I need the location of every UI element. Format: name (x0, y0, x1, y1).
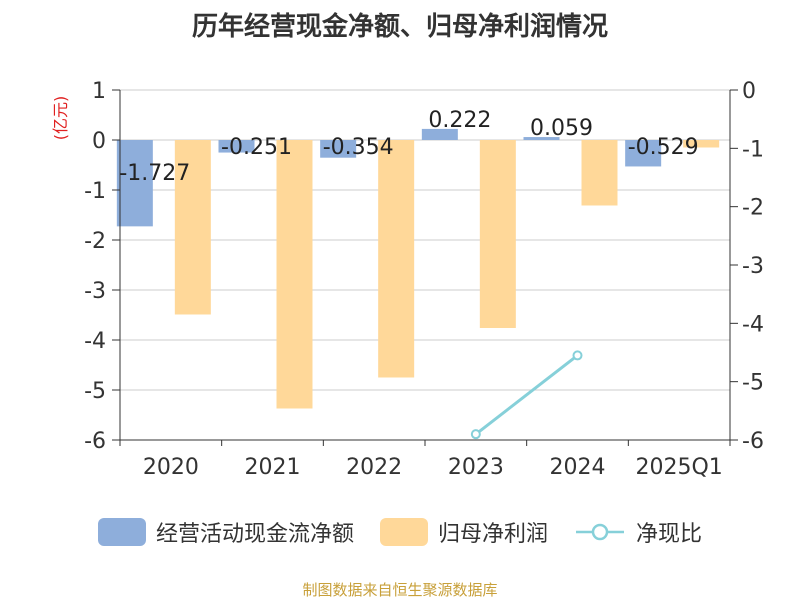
x-tick-label: 2021 (245, 455, 301, 480)
y-tick-label: 1 (92, 79, 106, 104)
y2-tick-label: -3 (742, 254, 764, 279)
bar-cashflow (218, 140, 255, 153)
bars (116, 128, 720, 409)
x-tick-label: 2025Q1 (636, 455, 723, 480)
data-label-cashflow: -0.251 (221, 135, 292, 160)
x-tick-label: 2024 (550, 455, 606, 480)
data-label-cashflow: -0.529 (628, 135, 699, 160)
bar-net-profit (683, 140, 720, 148)
y2-tick-label: -6 (742, 429, 764, 454)
y-tick-label: -3 (84, 279, 106, 304)
bar-net-profit (378, 140, 415, 378)
legend-label-net-profit: 归母净利润 (437, 522, 548, 547)
data-label-cashflow: 0.059 (530, 116, 593, 141)
y-tick-label: -1 (84, 179, 106, 204)
data-labels: -1.727 -0.251 -0.354 0.222 0.059 -0.529 (119, 108, 698, 186)
y2-tick-label: -4 (742, 312, 764, 337)
chart-title: 历年经营现金净额、归母净利润情况 (191, 12, 608, 42)
y2-tick-label: -2 (742, 196, 764, 221)
bar-net-profit (479, 140, 516, 328)
ratio-line (470, 350, 583, 440)
legend-swatch-net-profit (379, 518, 428, 546)
source-note: 制图数据来自恒生聚源数据库 (302, 581, 498, 599)
legend-swatch-cashflow (97, 518, 146, 546)
y-tick-label: -5 (84, 379, 106, 404)
bar-net-profit (581, 140, 618, 206)
legend-item-cashflow[interactable]: 经营活动现金流净额 (97, 516, 354, 548)
bar-cashflow (421, 128, 458, 140)
y-tick-label: -4 (84, 329, 106, 354)
legend-item-ratio[interactable]: 净现比 (574, 516, 702, 548)
x-tick-label: 2023 (448, 455, 504, 480)
x-tick-label: 2022 (346, 455, 402, 480)
bar-cashflow (625, 140, 662, 167)
x-tick-label: 2020 (143, 455, 199, 480)
legend-label-ratio: 净现比 (636, 522, 703, 547)
bar-net-profit (174, 140, 211, 315)
legend-swatch-ratio (576, 523, 624, 541)
bar-net-profit (276, 140, 313, 409)
legend: 经营活动现金流净额 归母净利润 净现比 (0, 516, 800, 548)
y2-tick-label: -5 (742, 371, 764, 396)
ratio-point (470, 429, 481, 440)
data-label-cashflow: -0.354 (323, 135, 394, 160)
axes: 1 0 -1 -2 -3 -4 -5 -6 0 -1 -2 -3 -4 -5 -6 (亿元) 2020 2021 2… (51, 79, 764, 480)
bar-cashflow (116, 140, 153, 227)
bar-cashflow (523, 137, 560, 140)
bar-cashflow (320, 140, 357, 158)
y-axis-label: (亿元) (51, 96, 70, 141)
ratio-line-path (474, 354, 579, 436)
data-label-cashflow: 0.222 (428, 108, 491, 133)
y-tick-label: 0 (92, 129, 106, 154)
y2-tick-label: 0 (742, 79, 756, 104)
data-label-cashflow: -1.727 (119, 161, 190, 186)
legend-item-net-profit[interactable]: 归母净利润 (379, 516, 548, 548)
ratio-point (572, 350, 583, 361)
y2-tick-label: -1 (742, 137, 764, 162)
legend-label-cashflow: 经营活动现金流净额 (155, 522, 354, 547)
y-tick-label: -2 (84, 229, 106, 254)
y-tick-label: -6 (84, 429, 106, 454)
